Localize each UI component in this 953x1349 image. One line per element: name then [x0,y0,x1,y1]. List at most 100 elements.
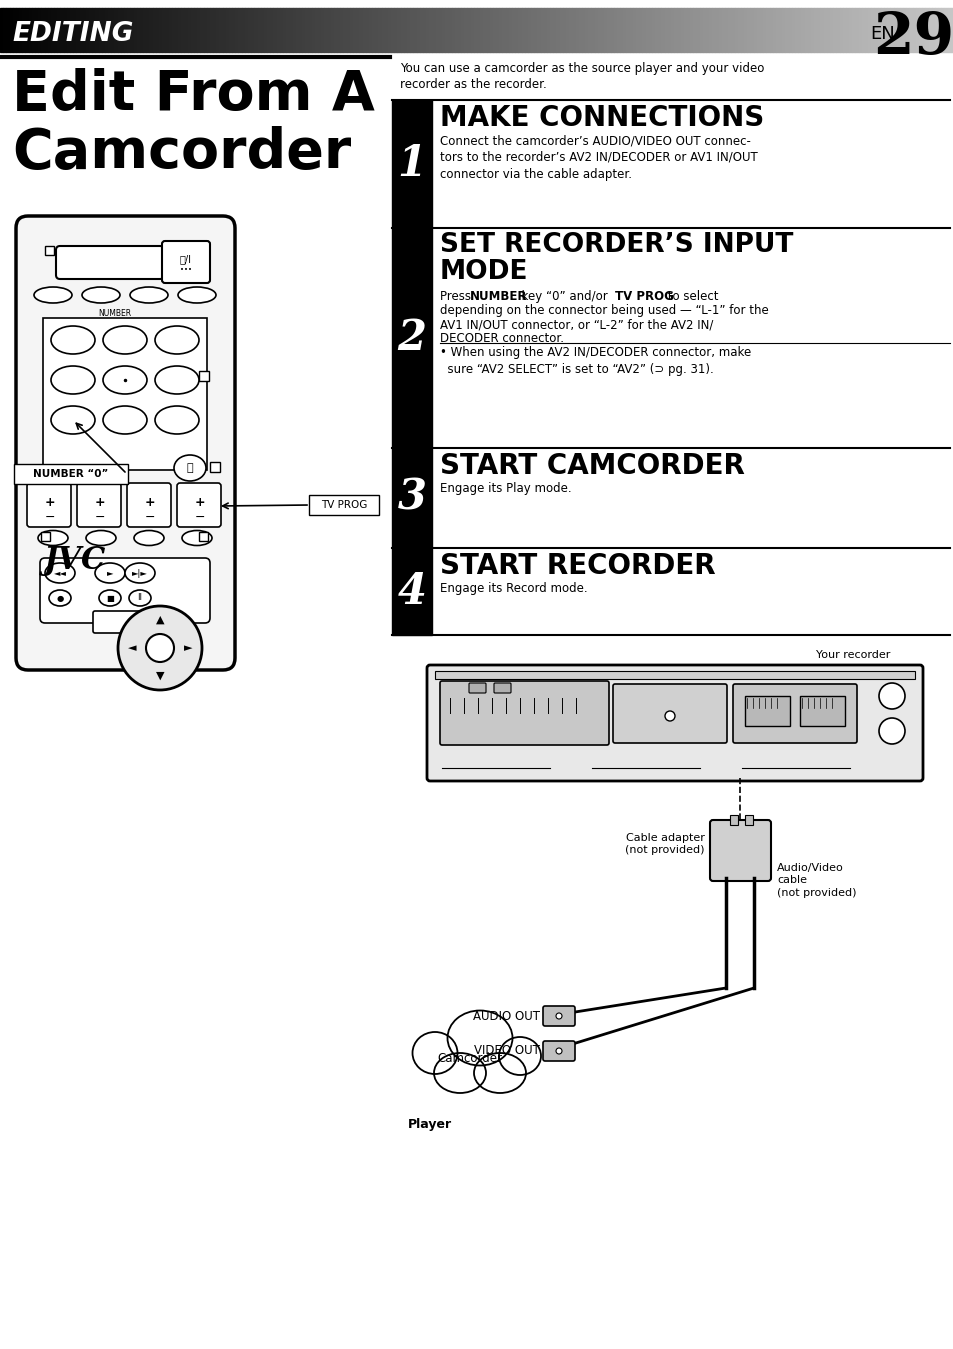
Polygon shape [264,8,267,53]
Polygon shape [276,8,279,53]
Bar [744,815,752,826]
Polygon shape [734,8,737,53]
Polygon shape [159,8,162,53]
Polygon shape [155,8,159,53]
Polygon shape [801,8,803,53]
Text: VIDEO OUT: VIDEO OUT [474,1044,539,1058]
Polygon shape [216,8,219,53]
Polygon shape [117,8,121,53]
Polygon shape [679,8,683,53]
Polygon shape [632,8,636,53]
Polygon shape [308,8,312,53]
Polygon shape [35,8,38,53]
Polygon shape [121,8,124,53]
Polygon shape [762,8,765,53]
Polygon shape [251,8,254,53]
Polygon shape [496,8,498,53]
Polygon shape [29,8,31,53]
Polygon shape [841,8,845,53]
FancyBboxPatch shape [494,683,511,693]
Polygon shape [575,8,578,53]
Polygon shape [441,8,445,53]
Polygon shape [184,8,188,53]
Polygon shape [899,8,902,53]
Polygon shape [169,8,172,53]
FancyBboxPatch shape [439,681,608,745]
Polygon shape [86,8,89,53]
Polygon shape [210,8,213,53]
Polygon shape [941,8,943,53]
Ellipse shape [173,455,206,482]
Polygon shape [19,8,22,53]
Polygon shape [64,8,67,53]
Polygon shape [556,8,559,53]
Polygon shape [880,8,883,53]
Polygon shape [470,8,474,53]
Polygon shape [54,8,57,53]
Polygon shape [708,8,712,53]
Polygon shape [686,8,689,53]
Polygon shape [193,8,197,53]
Ellipse shape [103,406,147,434]
Polygon shape [515,8,517,53]
Polygon shape [353,8,355,53]
Polygon shape [798,8,801,53]
Text: START CAMCORDER: START CAMCORDER [439,452,744,480]
Polygon shape [207,8,210,53]
Polygon shape [715,8,718,53]
Polygon shape [394,8,397,53]
FancyBboxPatch shape [177,483,221,527]
Polygon shape [851,8,855,53]
Ellipse shape [125,563,154,583]
FancyBboxPatch shape [162,241,210,283]
Polygon shape [658,8,660,53]
Polygon shape [750,8,753,53]
Polygon shape [388,8,391,53]
Bar [744,696,789,726]
Polygon shape [794,8,798,53]
Bar [392,228,432,448]
Polygon shape [858,8,861,53]
Text: Edit From A
Camcorder: Edit From A Camcorder [12,67,375,181]
Polygon shape [203,8,207,53]
FancyBboxPatch shape [613,684,726,743]
Polygon shape [626,8,629,53]
Polygon shape [51,8,54,53]
Polygon shape [479,8,483,53]
Ellipse shape [49,590,71,606]
Polygon shape [410,8,413,53]
Text: Engage its Record mode.: Engage its Record mode. [439,581,587,595]
Polygon shape [927,8,931,53]
Polygon shape [820,8,822,53]
Polygon shape [693,8,696,53]
Polygon shape [924,8,927,53]
Ellipse shape [38,530,68,545]
Text: MAKE CONNECTIONS: MAKE CONNECTIONS [439,104,763,132]
Polygon shape [26,8,29,53]
Polygon shape [617,8,619,53]
Polygon shape [365,8,369,53]
Text: Your recorder: Your recorder [815,650,889,660]
Text: ▲: ▲ [155,615,164,625]
Polygon shape [779,8,781,53]
Polygon shape [562,8,565,53]
Polygon shape [886,8,889,53]
Circle shape [556,1013,561,1018]
Text: ■: ■ [106,594,113,603]
Text: Player: Player [408,1118,452,1130]
Polygon shape [327,8,331,53]
Text: +: + [94,496,105,509]
Ellipse shape [86,530,116,545]
Polygon shape [241,8,245,53]
Text: AV1 IN/OUT connector, or “L-2” for the AV2 IN/: AV1 IN/OUT connector, or “L-2” for the A… [439,318,713,331]
Polygon shape [912,8,915,53]
Polygon shape [146,8,150,53]
Polygon shape [467,8,470,53]
Polygon shape [238,8,241,53]
Polygon shape [298,8,302,53]
Text: Audio/Video
cable
(not provided): Audio/Video cable (not provided) [776,863,856,898]
Polygon shape [512,8,515,53]
Polygon shape [102,8,105,53]
Polygon shape [324,8,327,53]
Text: ▼: ▼ [155,670,164,681]
